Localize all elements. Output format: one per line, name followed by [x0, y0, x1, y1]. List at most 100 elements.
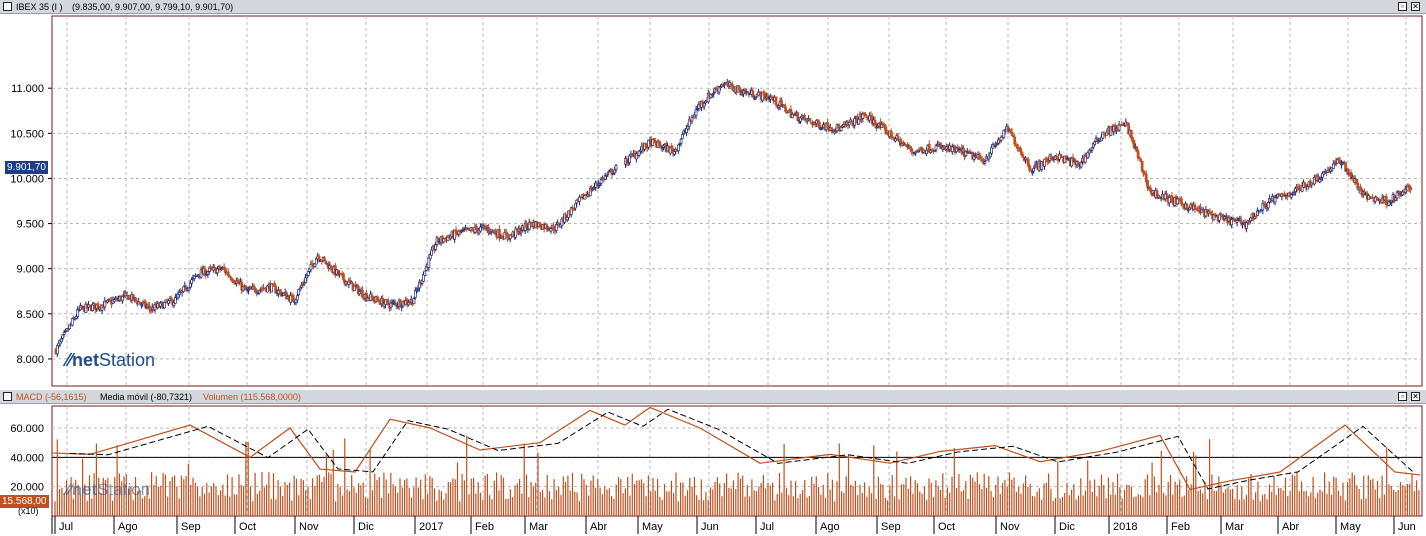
- candle-body: [1163, 193, 1167, 200]
- candle-body: [454, 229, 458, 234]
- logo-prefix: net: [72, 350, 100, 370]
- price-chart[interactable]: 8.000 8.500 9.000 9.500 10.000 10.500 11.000: [0, 14, 1426, 390]
- candle-body: [62, 332, 66, 335]
- candle-body: [721, 85, 725, 87]
- maximize-button[interactable]: ▫: [1398, 2, 1407, 11]
- candle-body: [1235, 219, 1239, 223]
- maximize-button[interactable]: ▫: [1398, 392, 1407, 401]
- candle-body: [138, 301, 142, 305]
- candle-body: [342, 273, 345, 281]
- y-tick-label: 10.000: [10, 173, 44, 185]
- chart-window-icon: [3, 2, 12, 11]
- x-tick-label: Sep: [181, 521, 201, 533]
- close-button[interactable]: ✕: [1411, 392, 1420, 401]
- volume-tag: 15.568,00: [0, 495, 49, 508]
- candle-body: [1117, 124, 1121, 131]
- candle-body: [934, 145, 938, 151]
- candle-body: [361, 289, 364, 298]
- candle-body: [56, 345, 59, 355]
- candle-body: [1043, 158, 1046, 167]
- candle-body: [483, 225, 486, 228]
- candle-body: [475, 225, 478, 230]
- y-tick-label: 8.500: [16, 309, 44, 321]
- candle-body: [1318, 179, 1322, 183]
- candle-body: [1016, 144, 1019, 149]
- candle-body: [400, 305, 404, 308]
- candle-body: [423, 270, 427, 276]
- candle-body: [252, 285, 256, 289]
- candle-body: [315, 258, 318, 265]
- candle-body: [266, 285, 269, 293]
- candle-body: [1218, 214, 1221, 221]
- candle-body: [96, 303, 100, 309]
- candle-body: [324, 260, 328, 265]
- candle-body: [149, 309, 153, 312]
- y-tick-label: 40.000: [10, 452, 44, 464]
- chart-window-icon: [3, 392, 12, 401]
- candle-body: [591, 188, 595, 191]
- candle-body: [1079, 162, 1083, 168]
- candle-body: [220, 268, 223, 271]
- candle-body: [278, 289, 282, 292]
- candle-body: [306, 271, 310, 276]
- candle-body: [1266, 202, 1270, 209]
- candle-body: [228, 275, 231, 278]
- candle-body: [1093, 141, 1097, 145]
- candle-body: [1356, 182, 1360, 190]
- candle-body: [980, 159, 984, 162]
- candle-body: [1384, 195, 1388, 206]
- candle-body: [1009, 128, 1012, 132]
- candle-body: [1139, 158, 1143, 162]
- candle-body: [460, 230, 463, 233]
- panel-title: IBEX 35 (I ): [16, 2, 63, 12]
- candle-body: [413, 290, 417, 298]
- candle-body: [1306, 186, 1309, 190]
- candle-body: [704, 100, 707, 104]
- candle-body: [1165, 193, 1168, 196]
- candle-body: [803, 114, 806, 120]
- y-tick-label: 8.000: [16, 354, 44, 366]
- candle-body: [659, 144, 663, 148]
- ohlc-readout: (9.835,00, 9.907,00, 9.799,10, 9.901,70): [72, 2, 234, 12]
- x-tick-label: Feb: [475, 521, 494, 533]
- netstation-logo: ⁄⁄netStation: [66, 350, 155, 371]
- candle-body: [774, 96, 778, 106]
- candle-body: [853, 118, 857, 126]
- candle-body: [786, 110, 790, 113]
- logo-icon: ⁄⁄: [66, 350, 73, 370]
- candle-body: [1138, 157, 1141, 159]
- indicator-chart[interactable]: 20.000 40.000 60.000 Jul Ago Sep Oct Nov Dic 2017…: [0, 404, 1426, 536]
- volume-unit: (x10): [18, 506, 39, 516]
- candle-body: [1129, 130, 1133, 139]
- macd-label: MACD (-56,1615): [16, 392, 87, 402]
- y-tick-label: 11.000: [11, 83, 44, 95]
- candle-body: [291, 295, 295, 303]
- macd-line: [51, 406, 1421, 491]
- close-button[interactable]: ✕: [1411, 2, 1420, 11]
- candle-body: [610, 168, 614, 175]
- candle-body: [796, 112, 800, 121]
- candle-body: [839, 126, 843, 132]
- indicator-panel-titlebar: MACD (-56,1615) Media móvil (-80,7321) V…: [0, 390, 1426, 404]
- y-tick-label: 10.500: [10, 128, 44, 140]
- plot-frame: [51, 15, 1423, 387]
- candle-body: [416, 288, 420, 291]
- candle-body: [302, 282, 306, 285]
- candle-body: [88, 304, 92, 307]
- candle-body: [1047, 160, 1050, 162]
- x-tick-label: Oct: [938, 521, 955, 533]
- candle-body: [296, 295, 299, 301]
- candle-body: [611, 173, 615, 175]
- x-tick-label: Oct: [239, 521, 256, 533]
- x-tick-label: Sep: [881, 521, 901, 533]
- candle-body: [1185, 203, 1189, 210]
- candle-body: [654, 140, 657, 144]
- x-tick-label: Mar: [529, 521, 548, 533]
- candle-body: [782, 104, 786, 107]
- candle-body: [183, 285, 187, 287]
- candle-body: [216, 268, 219, 274]
- candle-body: [304, 277, 307, 283]
- candle-body: [1332, 163, 1335, 169]
- candle-body: [644, 142, 648, 148]
- ma-label: Media móvil (-80,7321): [100, 392, 193, 402]
